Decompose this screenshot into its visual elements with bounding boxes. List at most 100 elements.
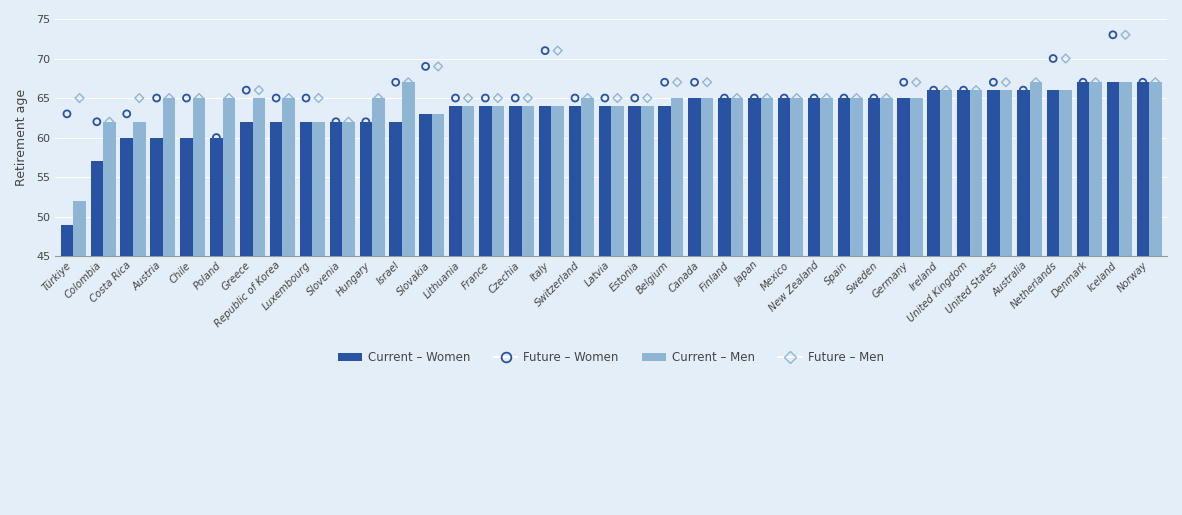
Bar (1059, 90, 1072, 256)
Bar (282, 98, 296, 256)
Point (429, 62, 448, 71)
Bar (671, 98, 683, 256)
Bar (969, 90, 982, 256)
Bar (820, 98, 833, 256)
Point (100, 117, 119, 126)
Point (877, 94, 896, 102)
Bar (253, 98, 265, 256)
Bar (163, 98, 175, 256)
Point (1057, 55, 1076, 63)
Bar (121, 138, 134, 256)
Bar (91, 161, 103, 256)
Bar (1047, 90, 1059, 256)
Point (834, 94, 853, 102)
Point (416, 62, 435, 71)
Point (787, 94, 806, 102)
Bar (688, 98, 701, 256)
Point (548, 46, 567, 55)
Point (339, 117, 358, 126)
Bar (210, 138, 222, 256)
Bar (760, 98, 773, 256)
Bar (462, 106, 474, 256)
Point (279, 94, 298, 102)
Bar (222, 98, 235, 256)
Bar (449, 106, 462, 256)
Bar (569, 106, 582, 256)
Point (207, 133, 226, 142)
Point (715, 94, 734, 102)
Bar (910, 98, 922, 256)
Bar (60, 225, 73, 256)
Point (983, 78, 1002, 87)
Bar (730, 98, 743, 256)
Point (310, 94, 329, 102)
Bar (521, 106, 534, 256)
Point (189, 94, 208, 102)
Bar (551, 106, 564, 256)
Point (506, 94, 525, 102)
Bar (850, 98, 863, 256)
Bar (807, 98, 820, 256)
Point (745, 94, 764, 102)
Point (369, 94, 388, 102)
Bar (957, 90, 969, 256)
Point (668, 78, 687, 87)
Point (774, 94, 793, 102)
Point (727, 94, 746, 102)
Point (847, 94, 866, 102)
Point (488, 94, 507, 102)
Point (236, 86, 255, 94)
Point (758, 94, 777, 102)
Bar (940, 90, 953, 256)
Point (596, 94, 615, 102)
Point (967, 86, 986, 94)
Point (924, 86, 943, 94)
Bar (492, 106, 505, 256)
Bar (868, 98, 881, 256)
Point (864, 94, 883, 102)
Point (608, 94, 626, 102)
Bar (402, 82, 415, 256)
Point (117, 110, 136, 118)
Bar (372, 98, 384, 256)
Bar (180, 138, 193, 256)
Point (625, 94, 644, 102)
Point (655, 78, 674, 87)
Point (177, 94, 196, 102)
Point (1073, 78, 1092, 87)
Point (459, 94, 478, 102)
Bar (300, 122, 312, 256)
Point (87, 117, 106, 126)
Bar (1077, 82, 1090, 256)
Point (1014, 86, 1033, 94)
Bar (73, 201, 86, 256)
Bar (1090, 82, 1102, 256)
Point (1116, 31, 1135, 39)
Point (1086, 78, 1105, 87)
Bar (509, 106, 521, 256)
Point (160, 94, 178, 102)
Point (1145, 78, 1164, 87)
Point (1026, 78, 1045, 87)
Point (805, 94, 824, 102)
Point (535, 46, 554, 55)
Point (638, 94, 657, 102)
Bar (330, 122, 343, 256)
Point (356, 117, 375, 126)
Bar (1030, 82, 1043, 256)
Point (326, 117, 345, 126)
Bar (1137, 82, 1149, 256)
Bar (658, 106, 671, 256)
Bar (598, 106, 611, 256)
Point (70, 94, 89, 102)
Bar (748, 98, 760, 256)
Bar (240, 122, 253, 256)
Point (565, 94, 584, 102)
Bar (539, 106, 551, 256)
Point (398, 78, 417, 87)
Bar (431, 114, 444, 256)
Bar (778, 98, 791, 256)
Point (249, 86, 268, 94)
Point (907, 78, 926, 87)
Bar (1017, 90, 1030, 256)
